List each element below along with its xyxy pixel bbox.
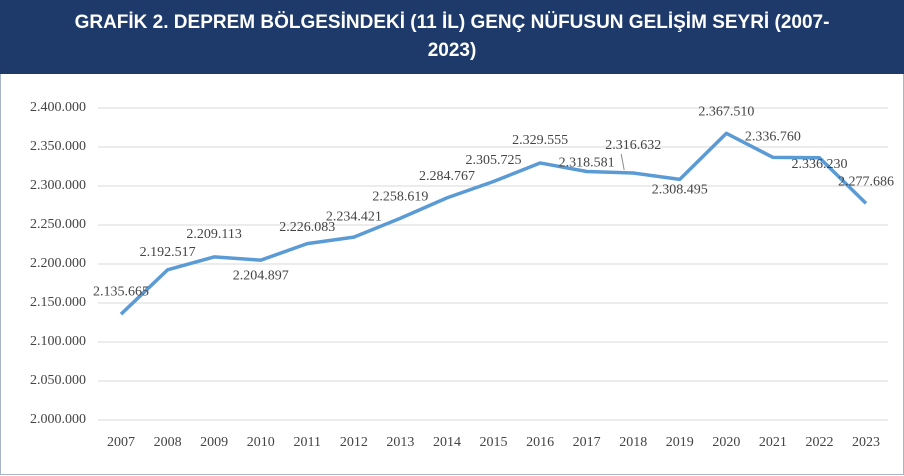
data-label: 2.204.897 [233, 268, 289, 283]
x-tick-label: 2018 [619, 435, 647, 450]
data-label: 2.329.555 [512, 133, 568, 148]
leader-line [620, 153, 625, 171]
y-tick-label: 2.400.000 [30, 100, 86, 115]
data-label: 2.226.083 [279, 220, 335, 235]
x-tick-label: 2023 [852, 435, 880, 450]
x-tick-label: 2010 [247, 435, 275, 450]
y-tick-label: 2.150.000 [30, 295, 86, 310]
data-label: 2.367.510 [698, 105, 754, 120]
x-tick-label: 2017 [573, 435, 601, 450]
data-label: 2.258.619 [372, 189, 428, 204]
y-tick-label: 2.250.000 [30, 217, 86, 232]
data-label: 2.336.230 [791, 157, 847, 172]
y-tick-label: 2.350.000 [30, 139, 86, 154]
data-label: 2.318.581 [559, 156, 615, 171]
x-tick-label: 2016 [526, 435, 554, 450]
data-label: 2.284.767 [419, 169, 475, 184]
chart-title: GRAFİK 2. DEPREM BÖLGESİNDEKİ (11 İL) GE… [74, 12, 830, 61]
y-tick-label: 2.100.000 [30, 334, 86, 349]
header: GRAFİK 2. DEPREM BÖLGESİNDEKİ (11 İL) GE… [0, 0, 904, 74]
x-tick-label: 2019 [666, 435, 694, 450]
x-tick-label: 2007 [107, 435, 135, 450]
y-tick-label: 2.000.000 [30, 412, 86, 427]
data-label: 2.277.686 [838, 175, 894, 190]
data-label: 2.308.495 [652, 183, 708, 198]
data-label: 2.305.725 [466, 153, 522, 168]
x-tick-label: 2012 [340, 435, 368, 450]
x-tick-label: 2009 [200, 435, 228, 450]
data-label: 2.336.760 [745, 130, 801, 145]
y-tick-label: 2.300.000 [30, 178, 86, 193]
x-tick-label: 2022 [805, 435, 833, 450]
x-tick-label: 2021 [759, 435, 787, 450]
data-label: 2.316.632 [605, 138, 661, 153]
data-label: 2.209.113 [186, 227, 241, 242]
x-tick-label: 2008 [154, 435, 182, 450]
data-label: 2.192.517 [140, 245, 196, 260]
x-tick-label: 2014 [433, 435, 461, 450]
data-label: 2.135.665 [93, 284, 149, 299]
x-tick-label: 2013 [386, 435, 414, 450]
x-tick-label: 2011 [294, 435, 321, 450]
x-tick-label: 2020 [712, 435, 740, 450]
data-label: 2.234.421 [326, 209, 382, 224]
y-tick-label: 2.050.000 [30, 373, 86, 388]
series-line [119, 131, 868, 316]
y-tick-label: 2.200.000 [30, 256, 86, 271]
x-tick-label: 2015 [480, 435, 508, 450]
